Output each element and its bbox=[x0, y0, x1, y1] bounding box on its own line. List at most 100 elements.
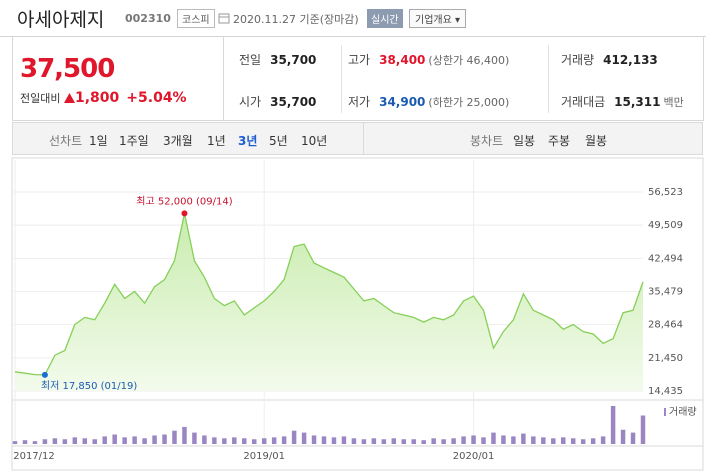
candle-option[interactable]: 월봉 bbox=[585, 134, 608, 148]
max-label: 최고 52,000 (09/14) bbox=[136, 195, 232, 207]
volume-bar bbox=[421, 440, 426, 444]
volume-bar bbox=[511, 436, 516, 444]
period-option[interactable]: 10년 bbox=[301, 134, 328, 148]
volume-bar bbox=[411, 439, 416, 444]
volume-legend: 거래량 bbox=[669, 406, 697, 418]
y-tick-label: 56,523 bbox=[648, 187, 683, 198]
volume-bar bbox=[52, 438, 58, 444]
period-option[interactable]: 3개월 bbox=[163, 134, 193, 148]
volume-bar bbox=[92, 439, 97, 444]
volume-bar bbox=[301, 432, 307, 444]
candle-option[interactable]: 주봉 bbox=[548, 134, 571, 148]
volume-bar bbox=[271, 437, 277, 444]
volume-bar bbox=[62, 439, 68, 444]
stat-label: 거래대금 bbox=[561, 95, 606, 109]
separator bbox=[363, 123, 364, 154]
volume-bar bbox=[461, 436, 466, 444]
volume-bar bbox=[471, 435, 476, 444]
y-tick-label: 28,464 bbox=[648, 320, 683, 331]
volume-bar bbox=[561, 437, 566, 444]
volume-bar bbox=[32, 441, 38, 444]
volume-bar bbox=[391, 438, 397, 444]
stat-label: 고가 bbox=[348, 53, 371, 67]
stat-value: 38,400 bbox=[379, 53, 426, 67]
volume-bar bbox=[261, 438, 267, 444]
stat-value: 15,311 bbox=[614, 95, 661, 109]
volume-bar bbox=[212, 437, 217, 444]
volume-bar bbox=[441, 439, 446, 444]
period-option[interactable]: 5년 bbox=[269, 134, 288, 148]
volume-bar bbox=[331, 437, 337, 444]
volume-bar bbox=[541, 437, 546, 444]
volume-bar bbox=[42, 439, 48, 444]
min-marker bbox=[41, 371, 48, 378]
volume-bar bbox=[222, 438, 227, 444]
x-tick-label: 2019/01 bbox=[243, 451, 285, 462]
stat-cell: 거래량 412,133 bbox=[561, 51, 658, 68]
volume-bar bbox=[132, 436, 137, 444]
volume-bar bbox=[192, 432, 197, 444]
change-row: 전일대비 1,800 +5.04% bbox=[20, 90, 187, 106]
volume-bar bbox=[102, 436, 107, 444]
volume-bar bbox=[401, 439, 407, 444]
volume-bar bbox=[72, 437, 78, 444]
y-tick-label: 42,494 bbox=[648, 253, 683, 264]
volume-bar bbox=[361, 439, 367, 444]
price-area bbox=[15, 213, 643, 391]
company-label[interactable]: 기업개요 bbox=[415, 15, 452, 26]
base-date: 2020.11.27 기준(장마감) bbox=[233, 13, 359, 26]
volume-bar bbox=[152, 435, 157, 444]
y-tick-label: 14,435 bbox=[648, 386, 683, 397]
change-value: 1,800 bbox=[74, 90, 120, 106]
y-tick-label: 21,450 bbox=[648, 353, 683, 364]
top-bar: 아세아제지 002310 코스피 2020.11.27 기준(장마감) 실시간 … bbox=[0, 0, 706, 37]
stat-value: 412,133 bbox=[603, 53, 658, 67]
stat-cell: 시가 35,700 bbox=[239, 93, 316, 110]
market-badge: 코스피 bbox=[177, 9, 215, 28]
period-option[interactable]: 1주일 bbox=[119, 134, 149, 148]
period-bar: 선차트 1일 1주일 3개월 1년 3년 5년 10년 봉차트 일봉 주봉 월봉 bbox=[12, 122, 703, 155]
volume-bar bbox=[351, 438, 357, 444]
realtime-button[interactable]: 실시간 bbox=[367, 9, 403, 28]
stat-label: 저가 bbox=[348, 95, 371, 109]
volume-bar bbox=[620, 429, 626, 444]
calendar-icon bbox=[218, 13, 230, 24]
volume-bar bbox=[381, 439, 387, 444]
stat-value: 35,700 bbox=[270, 53, 317, 67]
price-line bbox=[14, 213, 644, 376]
volume-bar bbox=[142, 438, 147, 444]
stat-value: 34,900 bbox=[379, 95, 426, 109]
volume-bar bbox=[551, 438, 556, 444]
stock-name: 아세아제지 bbox=[17, 9, 105, 31]
volume-bar bbox=[501, 435, 506, 444]
candle-option[interactable]: 일봉 bbox=[513, 134, 536, 148]
period-option[interactable]: 3년 bbox=[238, 134, 258, 148]
volume-bar bbox=[311, 435, 317, 444]
volume-bar bbox=[580, 439, 586, 444]
price-box: 37,500 전일대비 1,800 +5.04% bbox=[12, 37, 224, 121]
volume-bar bbox=[521, 433, 526, 444]
volume-bar bbox=[202, 435, 207, 444]
volume-bar bbox=[531, 436, 536, 444]
period-option[interactable]: 1일 bbox=[89, 134, 108, 148]
volume-bar bbox=[341, 436, 347, 444]
volume-bar bbox=[491, 432, 496, 444]
stat-note: 백만 bbox=[663, 96, 684, 109]
volume-bar bbox=[640, 415, 646, 444]
y-tick-label: 35,479 bbox=[648, 287, 683, 298]
line-chart-label: 선차트 bbox=[49, 134, 83, 148]
volume-bar bbox=[82, 438, 88, 444]
up-arrow bbox=[63, 93, 75, 103]
stat-cell: 저가 34,900 (하한가 25,000) bbox=[348, 93, 509, 110]
volume-bar bbox=[570, 438, 576, 444]
volume-bar bbox=[112, 434, 117, 444]
period-option[interactable]: 1년 bbox=[207, 134, 226, 148]
company-button[interactable]: 기업개요 ▾ bbox=[409, 9, 467, 28]
stat-cell: 전일 35,700 bbox=[239, 51, 316, 68]
y-tick-label: 49,509 bbox=[648, 220, 683, 231]
volume-legend-swatch bbox=[664, 408, 666, 416]
stat-cell: 거래대금 15,311 백만 bbox=[561, 93, 684, 110]
volume-bar bbox=[182, 426, 187, 444]
stat-label: 거래량 bbox=[561, 53, 595, 67]
